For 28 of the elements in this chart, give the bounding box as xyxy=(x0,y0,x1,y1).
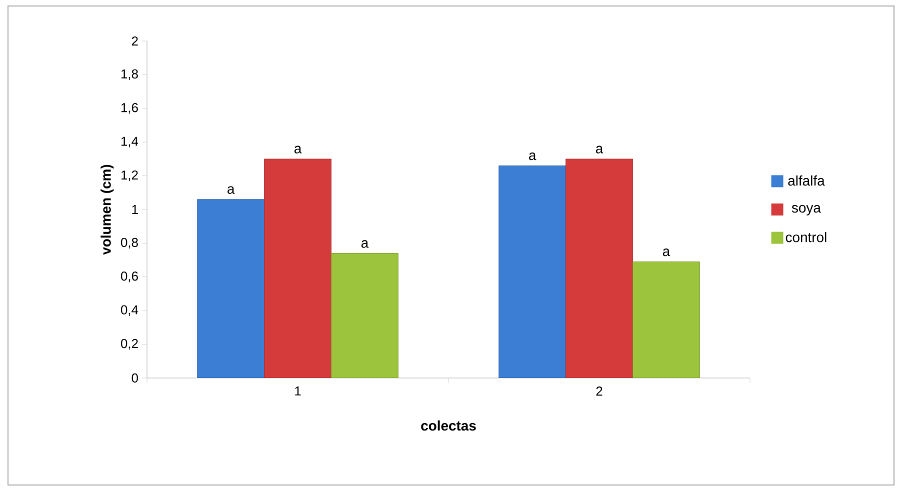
bar xyxy=(331,253,398,378)
y-tick-label: 1,2 xyxy=(121,170,138,182)
annotation: a xyxy=(361,240,369,248)
y-tick-label: 1,4 xyxy=(121,136,138,148)
y-tick-label: 1,8 xyxy=(121,69,138,80)
y-tick-label: 0,6 xyxy=(120,272,138,282)
annotation: a xyxy=(662,248,670,256)
x-axis-title: colectas xyxy=(421,420,476,431)
legend-label: alfalfa xyxy=(788,175,825,186)
annotation: a xyxy=(228,186,235,194)
y-tick-label: 1 xyxy=(132,205,138,214)
bar xyxy=(264,158,332,378)
annotation: a xyxy=(529,152,536,160)
bar xyxy=(632,262,700,378)
annotation: a xyxy=(596,146,604,154)
legend-label: control xyxy=(786,232,826,242)
y-axis-title: volumen (cm) xyxy=(100,164,114,255)
bar xyxy=(498,165,566,378)
y-tick-label: 0,4 xyxy=(120,305,138,316)
bar xyxy=(197,199,264,378)
y-tick-label: 0,2 xyxy=(120,338,138,350)
bar xyxy=(566,158,633,378)
y-tick-label: 2 xyxy=(132,36,138,46)
y-tick-label: 1,6 xyxy=(121,103,138,114)
y-tick-label: 0,8 xyxy=(120,238,138,249)
annotation: a xyxy=(294,146,302,154)
legend-label: soya xyxy=(792,204,821,216)
y-tick-label: 0 xyxy=(132,373,138,383)
